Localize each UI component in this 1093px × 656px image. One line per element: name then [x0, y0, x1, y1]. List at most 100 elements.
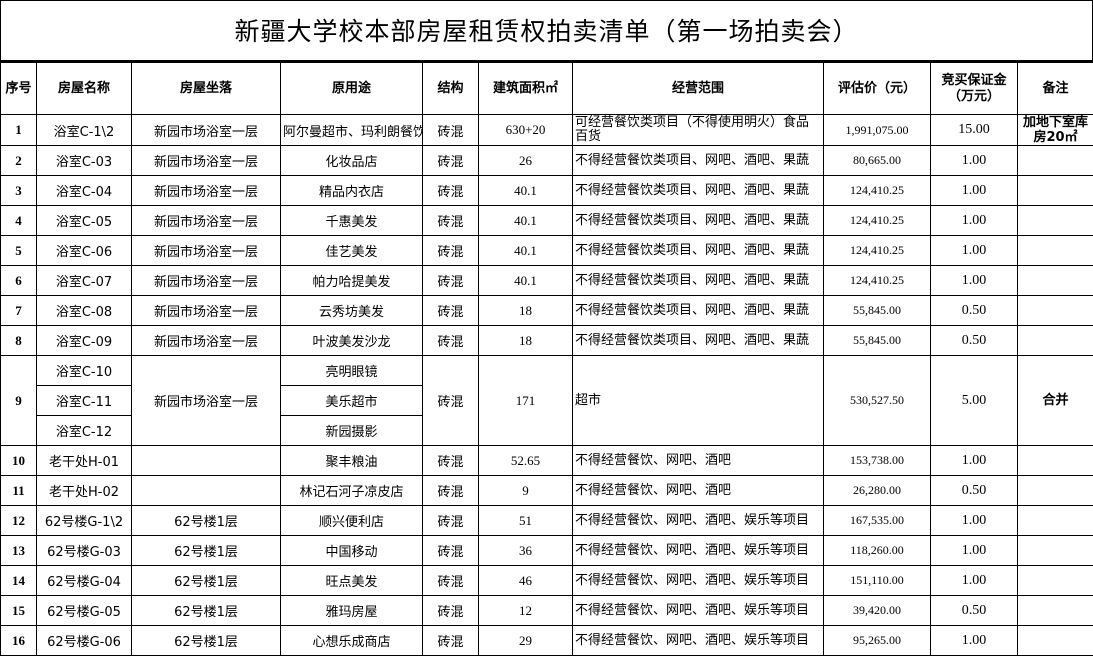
deposit: 1.00	[931, 266, 1018, 296]
area: 36	[479, 536, 573, 566]
business-scope: 超市	[573, 356, 824, 446]
row-number: 10	[1, 446, 37, 476]
house-location: 新园市场浴室一层	[132, 115, 281, 146]
area: 26	[479, 146, 573, 176]
row-number: 11	[1, 476, 37, 506]
original-use: 化妆品店	[281, 146, 423, 176]
original-use: 佳艺美发	[281, 236, 423, 266]
deposit: 0.50	[931, 596, 1018, 626]
area: 18	[479, 296, 573, 326]
header-name: 房屋名称	[37, 63, 132, 115]
note	[1018, 236, 1093, 266]
appraised-price: 124,410.25	[824, 266, 931, 296]
business-scope: 不得经营餐饮类项目、网吧、酒吧、果蔬	[573, 176, 824, 206]
house-location: 62号楼1层	[132, 536, 281, 566]
house-name: 浴室C-04	[37, 176, 132, 206]
deposit: 5.00	[931, 356, 1018, 446]
area: 40.1	[479, 206, 573, 236]
area: 51	[479, 506, 573, 536]
original-use: 精品内衣店	[281, 176, 423, 206]
house-name: 62号楼G-1\2	[37, 506, 132, 536]
house-location	[132, 446, 281, 476]
house-location: 新园市场浴室一层	[132, 146, 281, 176]
row-number: 15	[1, 596, 37, 626]
house-name: 浴室C-1\2	[37, 115, 132, 146]
original-use: 旺点美发	[281, 566, 423, 596]
appraised-price: 95,265.00	[824, 626, 931, 656]
area: 18	[479, 326, 573, 356]
house-name: 浴室C-08	[37, 296, 132, 326]
area: 29	[479, 626, 573, 656]
house-location: 新园市场浴室一层	[132, 206, 281, 236]
business-scope: 不得经营餐饮、网吧、酒吧、娱乐等项目	[573, 596, 824, 626]
structure: 砖混	[423, 176, 479, 206]
house-name: 62号楼G-04	[37, 566, 132, 596]
deposit: 1.00	[931, 146, 1018, 176]
deposit: 1.00	[931, 566, 1018, 596]
house-name: 62号楼G-05	[37, 596, 132, 626]
original-use: 心想乐成商店	[281, 626, 423, 656]
deposit: 0.50	[931, 476, 1018, 506]
original-use: 云秀坊美发	[281, 296, 423, 326]
appraised-price: 530,527.50	[824, 356, 931, 446]
row-number: 13	[1, 536, 37, 566]
structure: 砖混	[423, 596, 479, 626]
structure: 砖混	[423, 326, 479, 356]
row-number: 12	[1, 506, 37, 536]
original-use: 美乐超市	[281, 386, 423, 416]
deposit: 1.00	[931, 626, 1018, 656]
house-location: 新园市场浴室一层	[132, 326, 281, 356]
business-scope: 不得经营餐饮、网吧、酒吧、娱乐等项目	[573, 506, 824, 536]
header-no: 序号	[1, 63, 37, 115]
original-use: 千惠美发	[281, 206, 423, 236]
row-number: 2	[1, 146, 37, 176]
structure: 砖混	[423, 266, 479, 296]
row-number: 5	[1, 236, 37, 266]
note	[1018, 626, 1093, 656]
note	[1018, 146, 1093, 176]
appraised-price: 55,845.00	[824, 296, 931, 326]
house-location: 新园市场浴室一层	[132, 176, 281, 206]
original-use: 帕力哈提美发	[281, 266, 423, 296]
business-scope: 不得经营餐饮类项目、网吧、酒吧、果蔬	[573, 206, 824, 236]
header-area: 建筑面积㎡	[479, 63, 573, 115]
header-original-use: 原用途	[281, 63, 423, 115]
area: 12	[479, 596, 573, 626]
structure: 砖混	[423, 446, 479, 476]
original-use: 雅玛房屋	[281, 596, 423, 626]
row-number: 4	[1, 206, 37, 236]
appraised-price: 124,410.25	[824, 206, 931, 236]
structure: 砖混	[423, 476, 479, 506]
business-scope: 不得经营餐饮、网吧、酒吧	[573, 476, 824, 506]
deposit: 1.00	[931, 236, 1018, 266]
house-name: 浴室C-09	[37, 326, 132, 356]
house-name: 62号楼G-03	[37, 536, 132, 566]
row-number: 14	[1, 566, 37, 596]
deposit: 1.00	[931, 446, 1018, 476]
structure: 砖混	[423, 506, 479, 536]
house-location: 62号楼1层	[132, 566, 281, 596]
header-price: 评估价（元）	[824, 63, 931, 115]
appraised-price: 80,665.00	[824, 146, 931, 176]
structure: 砖混	[423, 626, 479, 656]
appraised-price: 26,280.00	[824, 476, 931, 506]
house-name: 浴室C-12	[37, 416, 132, 446]
original-use: 亮明眼镜	[281, 356, 423, 386]
header-note: 备注	[1018, 63, 1093, 115]
header-business-scope: 经营范围	[573, 63, 824, 115]
structure: 砖混	[423, 356, 479, 446]
house-name: 老干处H-02	[37, 476, 132, 506]
note	[1018, 206, 1093, 236]
appraised-price: 55,845.00	[824, 326, 931, 356]
note: 加地下室库房20㎡	[1018, 115, 1093, 146]
appraised-price: 1,991,075.00	[824, 115, 931, 146]
